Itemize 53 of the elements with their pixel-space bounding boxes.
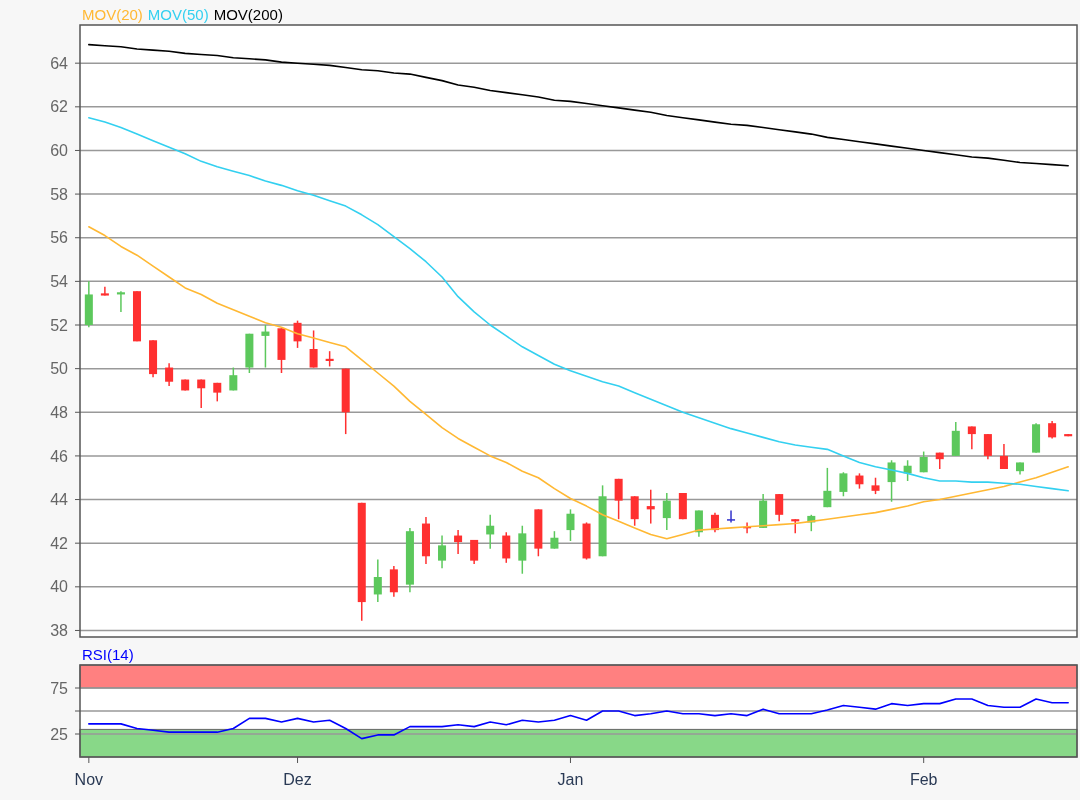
candlestick xyxy=(775,493,784,523)
candlestick xyxy=(389,565,398,598)
x-tick-label: Feb xyxy=(909,771,938,788)
candlestick xyxy=(887,459,896,503)
y-tick-label: 54 xyxy=(50,272,69,290)
y-tick-label: 40 xyxy=(50,578,69,596)
y-tick-label: 52 xyxy=(50,316,69,334)
candlestick xyxy=(373,558,382,603)
y-tick-label: 60 xyxy=(50,142,69,160)
x-tick-label: Dez xyxy=(283,771,312,788)
y-tick-label: 48 xyxy=(50,403,69,421)
text: RSI(14) xyxy=(82,646,134,663)
y-tick-label: 58 xyxy=(50,185,69,203)
candlestick xyxy=(694,509,703,538)
line-series xyxy=(88,226,1069,540)
candlestick xyxy=(614,478,623,520)
y-tick-label: 62 xyxy=(50,98,69,116)
candlestick xyxy=(839,471,848,498)
y-tick-label: 50 xyxy=(50,360,69,378)
text: MOV(50) xyxy=(147,6,209,23)
candlestick xyxy=(823,467,832,508)
candlestick xyxy=(967,425,976,451)
candlestick xyxy=(983,433,992,460)
y-tick-label: 38 xyxy=(50,622,69,640)
candlestick xyxy=(454,529,463,555)
candlestick xyxy=(999,443,1008,470)
candlestick xyxy=(486,514,495,550)
text: MOV(200) xyxy=(213,6,283,23)
candlestick xyxy=(727,509,736,524)
y-tick-label: 25 xyxy=(50,725,69,743)
y-tick-label: 44 xyxy=(50,491,69,509)
y-tick-label: 75 xyxy=(50,679,69,697)
x-tick-label: Jan xyxy=(557,771,584,788)
candlestick xyxy=(438,534,447,570)
line-series xyxy=(88,698,1069,740)
candlestick xyxy=(502,531,511,564)
candlestick xyxy=(100,286,109,297)
candlestick xyxy=(662,492,671,531)
candlestick xyxy=(197,378,206,409)
candlestick xyxy=(309,329,318,369)
y-tick-label: 64 xyxy=(50,54,69,72)
line-series xyxy=(88,116,1069,492)
text: MOV(20) xyxy=(82,6,143,23)
x-tick-label: Nov xyxy=(74,771,104,788)
candlestick xyxy=(646,488,655,525)
candlestick xyxy=(261,324,270,369)
line-series xyxy=(88,43,1069,167)
y-tick-label: 42 xyxy=(50,534,69,552)
candlestick xyxy=(566,508,575,542)
candlestick xyxy=(630,495,639,527)
candlestick xyxy=(165,362,174,387)
y-tick-label: 56 xyxy=(50,229,69,247)
y-tick-label: 46 xyxy=(50,447,69,465)
